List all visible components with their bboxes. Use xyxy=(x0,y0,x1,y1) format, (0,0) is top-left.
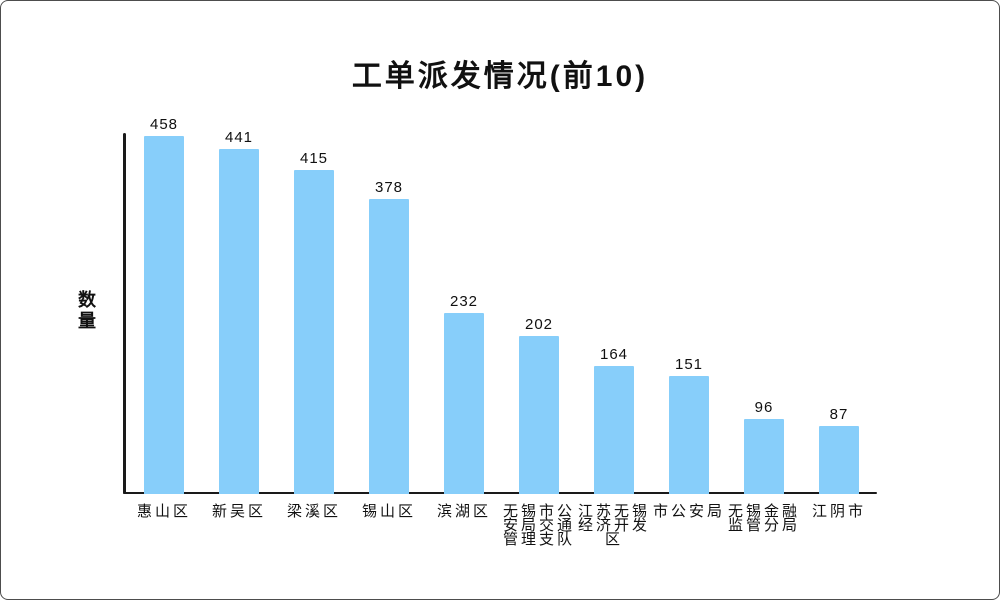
x-tick-label-8: 无锡金融监管分局 xyxy=(727,503,800,534)
bar-value-1: 441 xyxy=(224,129,254,146)
x-tick-label-2: 梁溪区 xyxy=(286,503,341,520)
x-tick-label-7: 市公安局 xyxy=(652,503,725,520)
bar-0[interactable] xyxy=(144,136,184,494)
bar-value-5: 202 xyxy=(524,316,554,333)
bar-1[interactable] xyxy=(219,149,259,494)
x-tick-label-1: 新吴区 xyxy=(211,503,266,520)
chart-title: 工单派发情况(前10) xyxy=(351,60,649,93)
x-tick-label-4: 滨湖区 xyxy=(436,503,491,520)
bar-3[interactable] xyxy=(369,199,409,494)
bar-value-3: 378 xyxy=(374,179,404,196)
bar-value-4: 232 xyxy=(449,293,479,310)
x-tick-label-6: 江苏无锡经济开发区 xyxy=(577,503,650,548)
x-axis-line xyxy=(123,492,877,494)
x-tick-label-3: 锡山区 xyxy=(361,503,416,520)
bar-value-7: 151 xyxy=(674,356,704,373)
x-tick-label-5: 无锡市公安局交通管理支队 xyxy=(502,503,575,548)
bar-4[interactable] xyxy=(444,313,484,494)
bar-9[interactable] xyxy=(819,426,859,494)
bar-value-6: 164 xyxy=(599,346,629,363)
bar-value-8: 96 xyxy=(754,399,774,416)
x-tick-label-0: 惠山区 xyxy=(136,503,191,520)
y-axis-line xyxy=(123,133,126,494)
bar-5[interactable] xyxy=(519,336,559,494)
bar-value-2: 415 xyxy=(299,150,329,167)
y-axis-label: 数量 xyxy=(76,290,96,332)
bar-8[interactable] xyxy=(744,419,784,494)
x-tick-label-9: 江阴市 xyxy=(811,503,866,520)
bar-7[interactable] xyxy=(669,376,709,494)
bar-value-9: 87 xyxy=(829,406,849,423)
bar-value-0: 458 xyxy=(149,116,179,133)
bar-2[interactable] xyxy=(294,170,334,494)
bar-6[interactable] xyxy=(594,366,634,494)
